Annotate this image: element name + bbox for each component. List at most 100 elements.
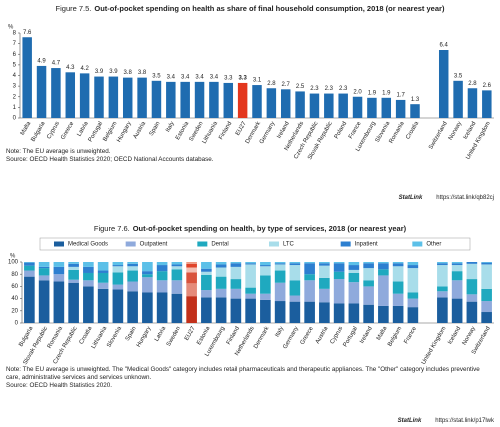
bar-segment [142, 262, 153, 272]
value-label: 4.7 [52, 61, 61, 67]
bar-segment [437, 286, 448, 292]
value-label: 2.3 [310, 86, 319, 92]
bar-segment [289, 301, 301, 323]
value-label: 3.1 [253, 78, 262, 84]
bar-segment [407, 292, 419, 299]
bar-segment [363, 268, 374, 281]
legend-swatch [340, 241, 351, 247]
bar-segment [127, 270, 138, 282]
bar [209, 81, 219, 118]
y-tick-label: 2 [13, 94, 17, 100]
value-label: 3.4 [210, 74, 219, 80]
bar [367, 97, 377, 118]
value-label: 4.2 [80, 66, 89, 72]
bar-segment [407, 307, 419, 323]
chart-title: Figure 7.6. Out-of-pocket spending on hea… [94, 224, 407, 233]
note: Source: OECD Health Statistics 2020; OEC… [6, 156, 214, 163]
bar-segment [378, 262, 389, 264]
bar-segment [392, 281, 404, 294]
bar-segment [127, 281, 138, 292]
bar-segment [215, 262, 227, 265]
bar-segment [201, 268, 212, 272]
bar-segment [363, 286, 374, 305]
bar-segment [274, 262, 286, 264]
bar-segment [392, 293, 404, 306]
bar-segment [127, 262, 138, 264]
x-tick-label: EU27 [184, 325, 197, 342]
title-text: Out-of-pocket spending on health as shar… [94, 4, 445, 13]
bar-segment [171, 262, 183, 265]
value-label: 2.0 [353, 89, 362, 95]
bar-segment [156, 265, 168, 272]
bar [482, 90, 492, 118]
x-tick-label: Latvia [154, 325, 168, 342]
bar-segment [392, 262, 404, 264]
x-tick-label: Sweden [166, 326, 182, 348]
bar-segment [481, 312, 492, 323]
statlink-label: StatLink [399, 195, 423, 201]
y-tick-label: 100 [8, 260, 19, 266]
statlink-url: https://stat.link/qb82cj [436, 195, 494, 201]
x-tick-label: Iceland [463, 121, 478, 141]
bar-segment [274, 264, 286, 271]
value-label: 3.9 [109, 69, 118, 75]
x-tick-label: France [348, 120, 363, 140]
value-label: 2.3 [339, 86, 348, 92]
bar [223, 82, 234, 118]
value-label: 3.3 [224, 76, 233, 82]
bar-segment [171, 266, 183, 270]
x-tick-label: Malta [376, 325, 389, 341]
bar-segment [53, 262, 65, 267]
bar [309, 93, 320, 118]
bar [137, 77, 147, 118]
bar [395, 99, 406, 118]
bar-segment [245, 264, 256, 288]
x-tick-label: Finland [226, 326, 241, 346]
bar-segment [274, 301, 286, 323]
bar-segment [142, 277, 153, 293]
bar-segment [24, 276, 35, 323]
figure-label: Figure 7.5. [56, 4, 92, 13]
value-label: 1.7 [396, 93, 405, 99]
bar-segment [171, 280, 183, 294]
bar-segment [304, 263, 315, 275]
bar-segment [215, 267, 227, 277]
bar-segment [201, 290, 212, 298]
bar-segment [466, 301, 478, 323]
bar-segment [451, 262, 463, 264]
bar-segment [304, 280, 315, 302]
legend-label: Medical Goods [68, 242, 108, 248]
x-tick-label: Latvia [77, 120, 91, 137]
bar-segment [333, 262, 345, 264]
bar [252, 85, 262, 118]
value-label: 3.5 [152, 73, 161, 79]
bar-segment [348, 265, 360, 270]
statlink: StatLink https://stat.link/qb82cj [399, 195, 494, 201]
y-tick-label: 7 [13, 41, 17, 47]
bar-segment [68, 279, 79, 283]
bar-segment [378, 275, 389, 306]
bar-segment [245, 263, 256, 265]
bar-segment [245, 298, 256, 323]
bar-segment [289, 262, 301, 264]
bar-segment [348, 269, 360, 273]
x-tick-label: Belgium [387, 326, 403, 348]
bar-segment [304, 262, 315, 264]
x-tick-label: Greece [300, 325, 315, 346]
y-tick-label: 0 [13, 116, 17, 122]
x-tick-label: Poland [334, 121, 349, 140]
x-tick-label: Cyprus [330, 326, 345, 345]
note: Note: The EU average is unweighted. The … [6, 366, 480, 381]
bar-segment [333, 303, 345, 323]
bar-segment [451, 265, 463, 272]
bar-segment [407, 265, 419, 269]
bar-segment [215, 297, 227, 323]
x-tick-label: United Kingdom [421, 326, 448, 366]
bar-segment [407, 262, 419, 266]
bar-segment [481, 262, 492, 263]
bar [410, 104, 420, 118]
bar-segment [24, 265, 35, 271]
bar [467, 88, 478, 118]
bar-segment [363, 263, 374, 269]
